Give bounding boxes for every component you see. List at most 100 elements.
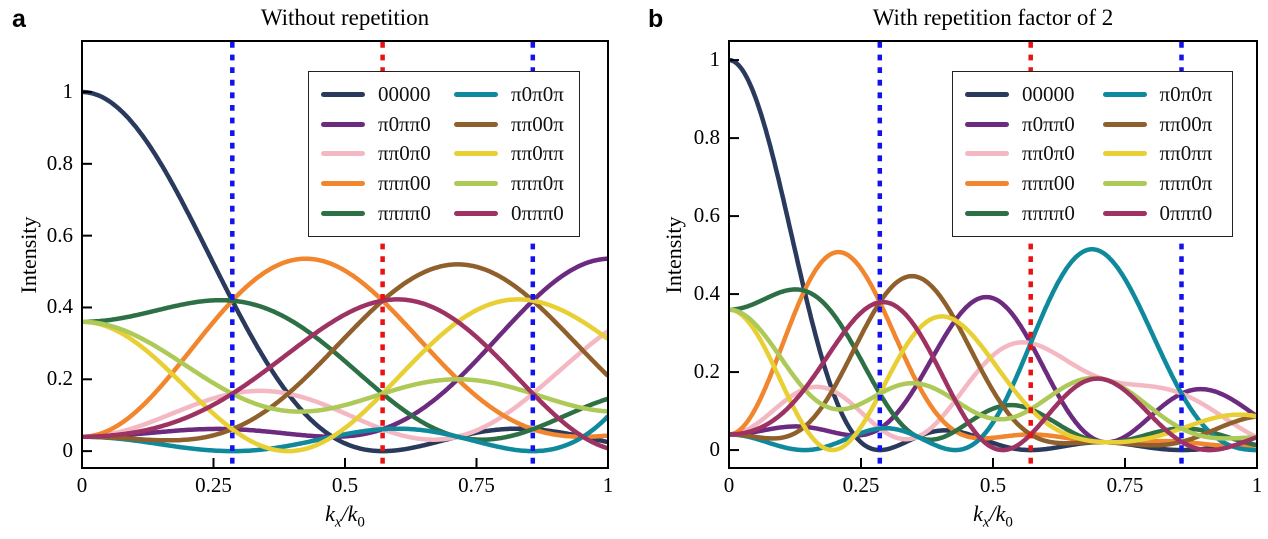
legend-entry-π0π0π: π0π0π bbox=[454, 80, 567, 110]
x-tick-label-panel-a: 0.5 bbox=[331, 473, 359, 497]
y-tick-label-panel-b: 0.4 bbox=[693, 281, 720, 306]
legend-swatch-00000 bbox=[965, 92, 1009, 98]
x-tick-label-panel-b: 0.5 bbox=[979, 473, 1007, 497]
legend-swatch-0πππ0 bbox=[1102, 210, 1147, 216]
curve-π0ππ0-panel-b bbox=[728, 294, 1259, 445]
legend-swatch-ππ0ππ bbox=[1102, 151, 1147, 157]
legend-entry-ππ00π: ππ00π bbox=[454, 110, 567, 140]
legend-label-ππ00π: ππ00π bbox=[511, 111, 564, 136]
panel-a-x-axis-label: kx/k0 bbox=[235, 501, 455, 531]
y-tick-label-panel-b: 1 bbox=[709, 47, 721, 72]
legend-entry-ππππ0: ππππ0 bbox=[321, 198, 434, 228]
y-tick-label-panel-b: 0.6 bbox=[693, 203, 720, 228]
legend-swatch-ππ0π0 bbox=[965, 151, 1009, 157]
legend-entry-πππ00: πππ00 bbox=[965, 169, 1083, 199]
legend-swatch-π0ππ0 bbox=[321, 121, 365, 127]
legend-swatch-πππ0π bbox=[454, 181, 498, 187]
y-tick-label-panel-a: 1 bbox=[62, 78, 74, 103]
legend-label-ππ0ππ: ππ0ππ bbox=[511, 141, 564, 166]
legend-swatch-00000 bbox=[321, 92, 365, 98]
y-tick-label-panel-b: 0.2 bbox=[693, 359, 720, 384]
x-tick-label-panel-a: 0.25 bbox=[195, 473, 232, 497]
legend-label-ππ0ππ: ππ0ππ bbox=[1159, 141, 1213, 166]
axes-box-panel-b bbox=[728, 40, 1258, 469]
panel-a-letter: a bbox=[12, 5, 26, 33]
curve-ππ00π-panel-a bbox=[81, 262, 610, 443]
legend-swatch-π0ππ0 bbox=[965, 121, 1009, 127]
legend-entry-πππ0π: πππ0π bbox=[454, 169, 567, 199]
curve-0πππ0-panel-a bbox=[81, 297, 609, 451]
y-tick-label-panel-a: 0 bbox=[62, 438, 74, 463]
curve-πππ00-panel-a bbox=[81, 256, 609, 440]
x-tick-label-panel-a: 0.75 bbox=[458, 473, 495, 497]
legend-label-ππππ0: ππππ0 bbox=[378, 200, 431, 225]
y-tick-label-panel-a: 0.4 bbox=[46, 294, 73, 319]
kx-subscript: x bbox=[334, 514, 342, 531]
legend-entry-ππ0π0: ππ0π0 bbox=[321, 139, 434, 169]
k0-subscript: 0 bbox=[357, 514, 365, 531]
curve-ππ0ππ-panel-a bbox=[81, 297, 610, 454]
y-tick-label-panel-b: 0 bbox=[709, 437, 721, 462]
legend-entry-π0π0π: π0π0π bbox=[1102, 80, 1221, 110]
legend-swatch-ππππ0 bbox=[965, 210, 1009, 216]
legend-entry-πππ00: πππ00 bbox=[321, 169, 434, 199]
legend-swatch-ππ0π0 bbox=[321, 151, 365, 157]
x-tick-label-panel-b: 0.75 bbox=[1106, 473, 1144, 497]
legend-entry-π0ππ0: π0ππ0 bbox=[965, 110, 1083, 140]
legend-label-ππ00π: ππ00π bbox=[1159, 111, 1213, 136]
legend-entry-00000: 00000 bbox=[321, 80, 434, 110]
curve-0πππ0-panel-b bbox=[728, 299, 1258, 453]
legend-swatch-ππππ0 bbox=[321, 210, 365, 216]
legend-swatch-πππ0π bbox=[1102, 181, 1147, 187]
panel-a-title: Without repetition bbox=[260, 5, 430, 30]
legend-entry-ππ0π0: ππ0π0 bbox=[965, 139, 1083, 169]
curve-ππππ0-panel-b bbox=[728, 287, 1258, 448]
legend-entry-π0ππ0: π0ππ0 bbox=[321, 110, 434, 140]
kx-symbol: k bbox=[325, 501, 335, 526]
legend-entry-πππ0π: πππ0π bbox=[1102, 169, 1221, 199]
kx-symbol: k bbox=[973, 501, 983, 526]
k0-subscript: 0 bbox=[1005, 514, 1013, 531]
curve-π0π0π-panel-b bbox=[728, 247, 1258, 453]
legend-label-π0π0π: π0π0π bbox=[1159, 82, 1213, 107]
panel-b-title: With repetition factor of 2 bbox=[872, 5, 1114, 30]
curve-πππ00-panel-b bbox=[728, 249, 1258, 449]
curve-π0π0π-panel-a bbox=[81, 414, 610, 454]
curve-πππ0π-panel-a bbox=[81, 319, 609, 414]
legend-entry-ππ00π: ππ00π bbox=[1102, 110, 1221, 140]
y-tick-label-panel-a: 0.8 bbox=[46, 150, 73, 175]
slash: / bbox=[341, 501, 348, 526]
y-tick-label-panel-a: 0.2 bbox=[46, 366, 73, 391]
legend-swatch-πππ00 bbox=[965, 181, 1009, 187]
kx-subscript: x bbox=[982, 514, 990, 531]
legend-swatch-π0π0π bbox=[1102, 92, 1147, 98]
k0-symbol: k bbox=[347, 501, 358, 526]
curve-πππ0π-panel-b bbox=[728, 307, 1258, 441]
legend-entry-ππ0ππ: ππ0ππ bbox=[454, 139, 567, 169]
legend-label-ππ0π0: ππ0π0 bbox=[378, 141, 431, 166]
x-tick-label-panel-b: 0.25 bbox=[842, 473, 880, 497]
axes-box-panel-a bbox=[81, 40, 609, 469]
legend-label-πππ00: πππ00 bbox=[378, 171, 431, 196]
curve-ππππ0-panel-a bbox=[81, 297, 609, 442]
legend-entry-0πππ0: 0πππ0 bbox=[454, 198, 567, 228]
legend-label-0πππ0: 0πππ0 bbox=[511, 200, 564, 225]
curve-00000-panel-b bbox=[728, 57, 1258, 453]
panel-a-legend: 00000 π0ππ0 ππ0π0 πππ00 ππππ0 π0π0π ππ00π ππ0ππ… bbox=[308, 71, 580, 237]
x-tick-label-panel-a: 0 bbox=[76, 473, 88, 497]
legend-entry-ππ0ππ: ππ0ππ bbox=[1102, 139, 1221, 169]
legend-entry-0πππ0: 0πππ0 bbox=[1102, 198, 1221, 228]
curve-00000-panel-a bbox=[81, 89, 609, 454]
legend-label-πππ0π: πππ0π bbox=[1159, 171, 1213, 196]
x-tick-label-panel-b: 0 bbox=[723, 473, 735, 497]
legend-label-πππ00: πππ00 bbox=[1022, 171, 1075, 196]
x-tick-label-panel-b: 1 bbox=[1251, 473, 1263, 497]
x-tick-label-panel-a: 1 bbox=[602, 473, 614, 497]
legend-label-0πππ0: 0πππ0 bbox=[1159, 200, 1213, 225]
legend-swatch-0πππ0 bbox=[454, 210, 498, 216]
y-tick-label-panel-a: 0.6 bbox=[46, 222, 73, 247]
legend-label-π0π0π: π0π0π bbox=[511, 82, 564, 107]
y-tick-label-panel-b: 0.8 bbox=[693, 125, 720, 150]
